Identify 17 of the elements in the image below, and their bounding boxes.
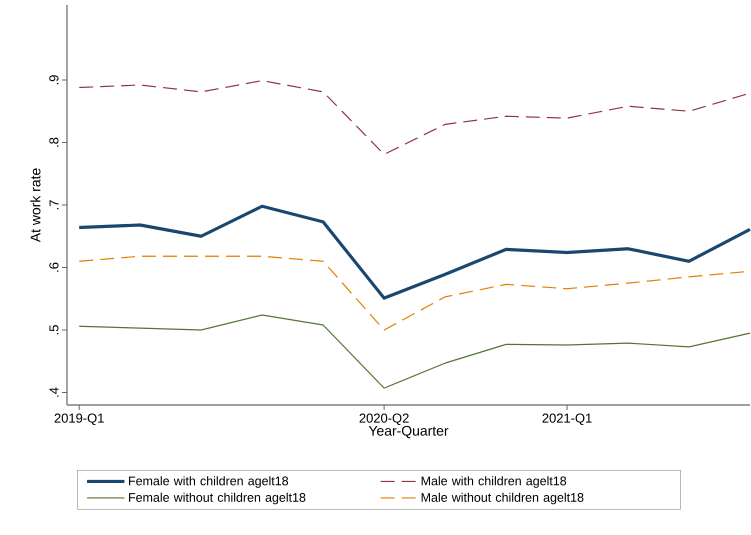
legend-label: Male with children agelt18 [422,476,566,488]
x-axis-title: Year-Quarter [368,426,448,438]
y-tick-label: .6 [49,262,58,272]
x-tick-label: 2021-Q1 [542,414,592,426]
line-series [78,314,751,389]
legend-label: Male without children agelt18 [422,492,584,504]
y-tick-label: .4 [50,387,58,397]
legend-label: Female without children agelt18 [129,492,306,504]
y-axis-title: At work rate [30,168,40,242]
y-tick-label: .8 [49,138,58,147]
y-tick-label: .9 [49,75,58,84]
y-tick-label: .5 [49,325,58,334]
y-tick-label: .7 [50,200,58,210]
legend-label: Female with children agelt18 [129,476,288,488]
x-tick-label: 2019-Q1 [54,414,104,426]
line-series [78,204,751,300]
x-tick-label: 2020-Q2 [360,414,409,426]
